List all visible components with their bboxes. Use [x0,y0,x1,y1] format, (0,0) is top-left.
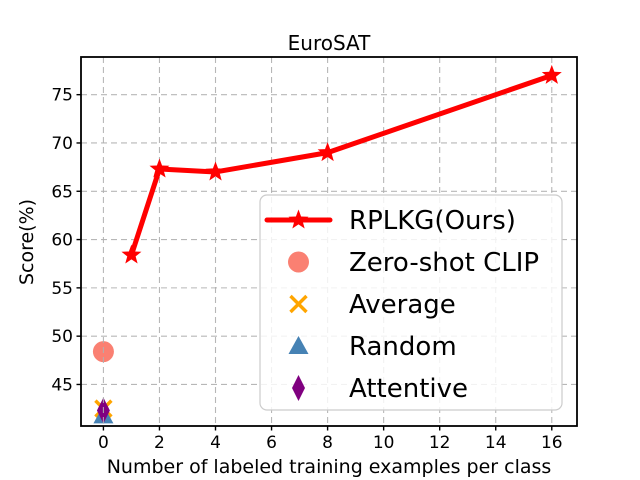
x-tick-label: 12 [429,433,451,453]
legend-label: Attentive [349,374,468,404]
x-tick-label: 14 [485,433,507,453]
y-axis-label: Score(%) [16,199,38,285]
rplkg-point [541,64,562,84]
legend-label: Average [349,290,456,320]
rplkg-point [121,244,142,264]
x-tick-label: 10 [373,433,395,453]
y-tick-label: 75 [51,86,73,106]
x-tick-label: 16 [541,433,563,453]
y-tick-label: 50 [51,327,73,347]
legend-marker-star [288,209,309,229]
y-tick-label: 60 [51,231,73,251]
y-tick-label: 70 [51,134,73,154]
legend-label: RPLKG(Ours) [349,206,516,236]
rplkg-point [149,158,170,178]
chart-title: EuroSAT [288,31,372,55]
x-tick-label: 0 [98,433,109,453]
x-tick-label: 4 [210,433,221,453]
legend-marker-x [289,294,308,314]
legend: RPLKG(Ours) Zero-shot CLIP Average Random At… [259,194,563,411]
legend-box [259,194,563,411]
x-axis-label: Number of labeled training examples per … [107,456,552,478]
y-tick-label: 55 [51,279,73,299]
rplkg-point [317,142,338,162]
legend-marker-triangle-up [288,336,309,354]
legend-label: Zero-shot CLIP [349,248,539,278]
y-tick-label: 45 [51,375,73,395]
legend-label: Random [349,332,457,362]
x-tick-label: 2 [154,433,165,453]
x-tick-label: 6 [266,433,277,453]
tick-layer: 0 2 4 6 8 10 12 14 16 45 50 55 60 65 70 75 [51,86,562,453]
line-layer [121,64,562,264]
legend-marker-circle [288,251,309,273]
y-tick-label: 65 [51,182,73,202]
axes-frame [80,56,578,427]
x-tick-label: 8 [322,433,333,453]
scatter-layer [92,341,114,424]
legend-marker-thin-diamond [292,375,305,401]
rplkg-point [205,161,226,181]
